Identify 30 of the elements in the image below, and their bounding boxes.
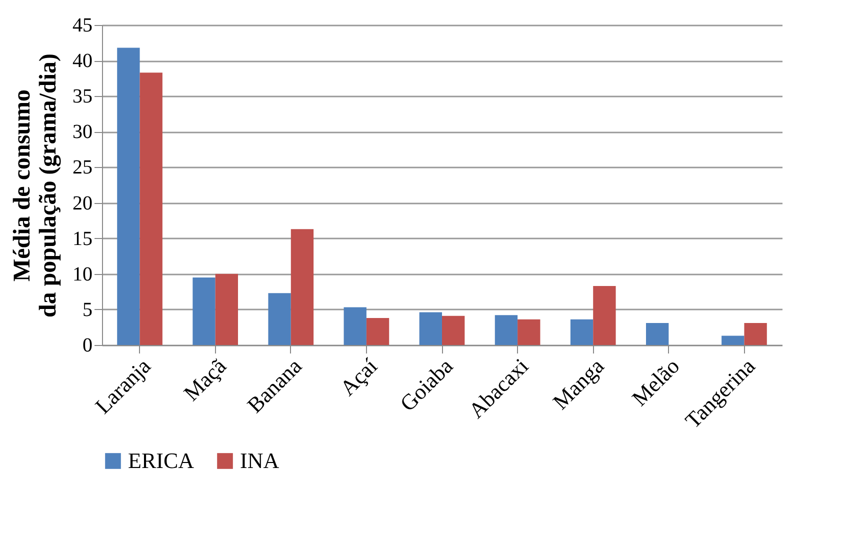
bar [744,322,767,345]
bar [290,229,314,345]
y-tick-label: 35 [72,86,92,108]
y-tick-label: 25 [72,156,92,179]
bar [518,319,540,345]
y-tick-label: 20 [72,192,92,214]
y-axis-title: Média de consumo da população (grama/dia) [10,53,62,318]
bar [722,336,744,345]
bar [646,322,669,345]
y-tick-label: 40 [72,50,92,72]
y-tick-label: 5 [82,298,92,321]
bar [419,312,442,345]
bar [442,316,465,345]
y-tick-label: 30 [72,121,92,144]
bar [117,48,140,345]
bar [268,293,291,345]
y-tick-label: 0 [82,334,92,356]
y-tick-label: 45 [72,14,92,36]
bar [366,318,390,345]
legend-label: ERICA [128,448,194,473]
bar [570,319,594,345]
legend-label: INA [240,448,280,473]
bar [494,315,518,345]
bar [215,274,238,345]
bar [192,277,216,345]
bar [593,286,616,345]
bar [344,307,366,345]
y-tick-label: 15 [72,228,92,250]
y-tick-label: 10 [72,263,92,286]
bar [140,72,162,345]
